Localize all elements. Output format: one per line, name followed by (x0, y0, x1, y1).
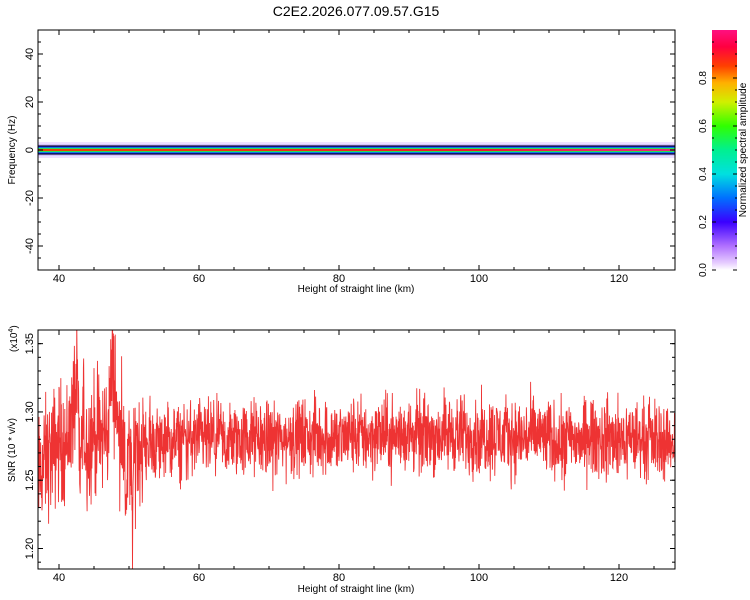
colorbar-label: Normalized spectral amplitude (738, 82, 749, 217)
snr-y-label: SNR (10 * v/v) (7, 418, 18, 482)
y-tick-label: -20 (24, 190, 36, 206)
snr-panel: 40 60 80 100 120 1.20 1.25 1.30 1.35 Height of … (7, 325, 676, 595)
colorbar-ticks: 0.0 0.2 0.4 0.6 0.8 (698, 41, 737, 277)
snr-x-ticks: 40 60 80 100 120 (53, 330, 655, 584)
colorbar: 0.0 0.2 0.4 0.6 0.8 Normalized spectral ampl… (698, 30, 749, 277)
y-tick-label: -40 (24, 238, 36, 254)
snr-x-label: Height of straight line (km) (298, 584, 415, 595)
x-tick-label: 120 (610, 273, 628, 285)
y-tick-label: 1.30 (24, 401, 36, 422)
colorbar-tick-label: 0.8 (698, 71, 709, 85)
x-tick-label: 120 (610, 572, 628, 584)
spectrogram-x-label: Height of straight line (km) (298, 284, 415, 295)
colorbar-tick-label: 0.4 (698, 167, 709, 181)
y-tick-label: 1.35 (24, 333, 36, 354)
spectrogram-x-ticks: 40 60 80 100 120 (53, 30, 655, 285)
colorbar-tick-label: 0.6 (698, 119, 709, 133)
colorbar-tick-label: 0.0 (698, 263, 709, 277)
spectrogram-y-label: Frequency (Hz) (7, 116, 18, 185)
x-tick-label: 80 (333, 572, 345, 584)
x-tick-label: 100 (470, 273, 488, 285)
colorbar-tick-label: 0.2 (698, 215, 709, 229)
y-tick-label: 1.20 (24, 538, 36, 559)
x-tick-label: 100 (470, 572, 488, 584)
spectral-ridge-core (38, 149, 675, 151)
spectrogram-heatmap (38, 142, 675, 158)
x-tick-label: 60 (193, 273, 205, 285)
spectrogram-panel: 40 60 80 100 120 -40 -20 0 20 40 Height of strai… (7, 29, 676, 295)
chart-title: C2E2.2026.077.09.57.G15 (273, 3, 440, 19)
x-tick-label: 60 (193, 572, 205, 584)
x-tick-label: 40 (53, 572, 65, 584)
y-tick-label: 20 (24, 96, 36, 108)
x-tick-label: 40 (53, 273, 65, 285)
snr-frame (37, 329, 676, 570)
snr-series-line (38, 330, 675, 569)
y-tick-label: 1.25 (24, 470, 36, 491)
x-tick-label: 80 (333, 273, 345, 285)
snr-y-scale-label: (x104) (8, 325, 20, 352)
snr-y-scale-exponent: 4 (8, 329, 15, 333)
snr-y-ticks: 1.20 1.25 1.30 1.35 (24, 333, 675, 563)
y-tick-label: 40 (24, 48, 36, 60)
spectrogram-y-ticks: -40 -20 0 20 40 (24, 41, 675, 259)
y-tick-label: 0 (24, 147, 36, 153)
colorbar-gradient (712, 30, 737, 270)
